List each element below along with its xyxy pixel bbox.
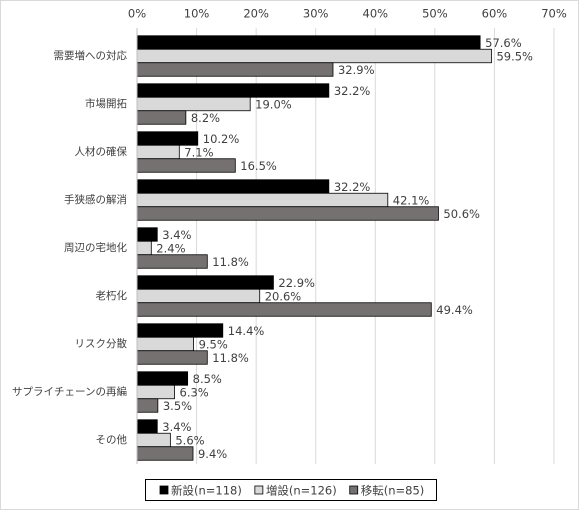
bar [136, 144, 180, 160]
bar [136, 302, 432, 317]
y-tick-label: リスク分散 [75, 337, 128, 350]
x-tick-label: 50% [422, 7, 448, 21]
legend-label: 増設(n=126) [266, 484, 337, 498]
bar [136, 158, 236, 173]
data-label: 32.2% [334, 84, 371, 98]
legend-label: 新設(n=118) [171, 484, 242, 498]
data-label: 14.4% [228, 324, 265, 338]
data-label: 2.4% [156, 242, 185, 256]
y-tick-label: 老朽化 [96, 289, 128, 302]
bar [136, 371, 189, 386]
data-label: 9.5% [199, 338, 228, 352]
x-tick-label: 30% [303, 7, 329, 21]
data-label: 8.2% [191, 111, 220, 125]
data-label: 32.2% [334, 180, 371, 194]
bar [136, 288, 261, 304]
y-tick-label: 手狭感の解消 [64, 193, 127, 206]
bar [136, 35, 481, 50]
data-label: 50.6% [443, 207, 480, 221]
data-label: 49.4% [436, 303, 473, 317]
data-label: 5.6% [175, 434, 204, 448]
data-label: 3.4% [162, 228, 191, 242]
y-tick-label: 人材の確保 [75, 145, 128, 158]
bar [136, 336, 194, 352]
bar [136, 446, 194, 461]
legend-swatch [254, 485, 264, 495]
y-tick-label: 市場開拓 [85, 97, 127, 110]
data-label: 10.2% [203, 132, 240, 146]
data-label: 3.5% [163, 399, 192, 413]
bar [136, 350, 208, 365]
x-tick-label: 10% [184, 7, 210, 21]
bar [136, 240, 152, 256]
bar [136, 398, 159, 413]
data-label: 42.1% [393, 194, 430, 208]
bar [136, 96, 251, 112]
x-tick-label: 20% [243, 7, 269, 21]
data-label: 11.8% [212, 351, 249, 365]
legend-swatch [159, 485, 169, 495]
legend-label: 移転(n=85) [361, 484, 425, 498]
data-label: 19.0% [255, 98, 292, 112]
data-label: 16.5% [240, 159, 277, 173]
bar [136, 62, 334, 77]
bar [136, 83, 330, 98]
y-tick-label: サプライチェーンの再編 [12, 385, 127, 398]
data-label: 11.8% [212, 255, 249, 269]
x-tick-label: 70% [541, 7, 567, 21]
data-label: 22.9% [278, 276, 315, 290]
data-label: 3.4% [162, 420, 191, 434]
bar [136, 48, 492, 64]
data-label: 7.1% [184, 146, 213, 160]
y-tick-label: その他 [96, 433, 128, 446]
data-label: 6.3% [180, 386, 209, 400]
bar [136, 384, 175, 400]
data-label: 20.6% [265, 290, 302, 304]
data-label: 8.5% [193, 372, 222, 386]
x-tick-label: 40% [363, 7, 389, 21]
bar [136, 206, 439, 221]
y-tick-label: 需要増への対応 [54, 49, 128, 62]
x-tick-label: 0% [128, 7, 146, 21]
data-label: 57.6% [485, 36, 522, 50]
bar [136, 192, 389, 208]
data-label: 9.4% [198, 447, 227, 461]
data-label: 59.5% [496, 50, 533, 64]
bar [136, 419, 158, 434]
bar [136, 227, 158, 242]
bar [136, 254, 208, 269]
bar [136, 323, 224, 338]
x-tick-label: 60% [482, 7, 508, 21]
y-tick-label: 周辺の宅地化 [64, 241, 127, 254]
data-label: 32.9% [338, 63, 375, 77]
legend-swatch [349, 485, 359, 495]
bar [136, 131, 199, 146]
legend-box [145, 479, 437, 501]
bar [136, 432, 171, 448]
bar [136, 275, 274, 290]
bar [136, 110, 187, 125]
bar [136, 179, 330, 194]
